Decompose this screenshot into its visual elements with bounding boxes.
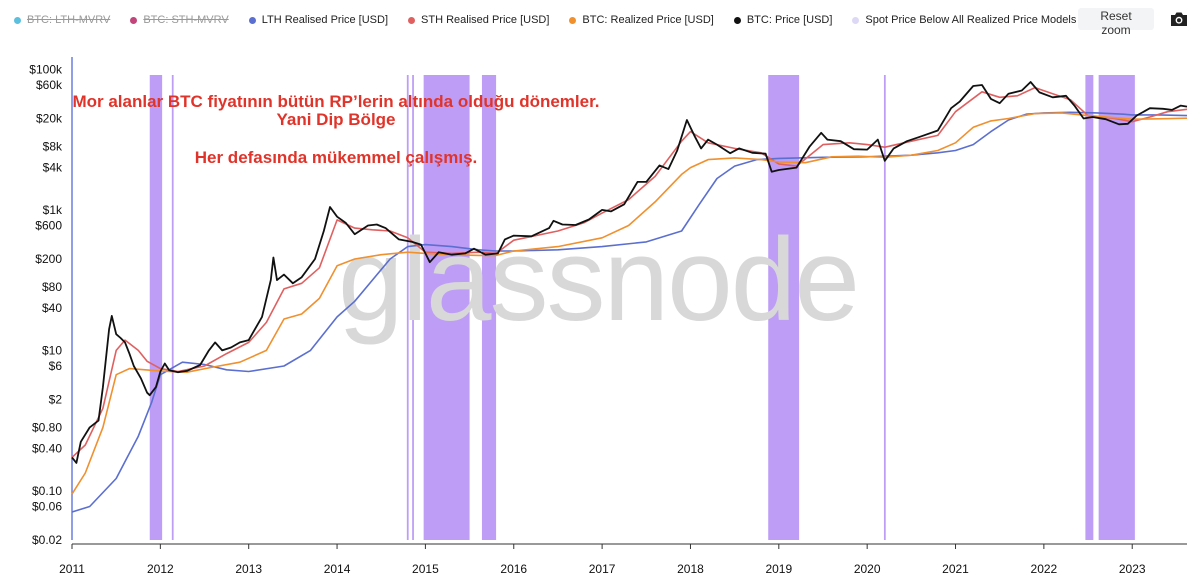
- camera-icon[interactable]: [1170, 11, 1188, 27]
- y-tick-label-17: $0.02: [32, 533, 62, 547]
- legend-dot-lth-mvrv: [14, 16, 21, 24]
- legend-label-sth-realised-price: STH Realised Price [USD]: [421, 14, 550, 26]
- legend-item-btc-price[interactable]: BTC: Price [USD]: [733, 14, 833, 26]
- legend-item-sth-mvrv[interactable]: BTC: STH-MVRV: [130, 14, 229, 26]
- y-tick-label-12: $2: [49, 392, 63, 406]
- legend-label-spot-below-rp: Spot Price Below All Realized Price Mode…: [865, 14, 1109, 26]
- x-tick-label-7: 2018: [677, 562, 704, 576]
- legend-item-lth-mvrv[interactable]: BTC: LTH-MVRV: [14, 14, 110, 26]
- shaded-period-4: [423, 75, 470, 540]
- y-tick-label-9: $40: [42, 301, 62, 315]
- shaded-period-5: [481, 75, 497, 540]
- shaded-period-9: [1098, 75, 1135, 540]
- legend-label-btc-price: BTC: Price [USD]: [746, 14, 833, 26]
- y-tick-label-4: $4k: [43, 161, 63, 175]
- legend-label-sth-mvrv: BTC: STH-MVRV: [143, 14, 229, 26]
- legend-dot-btc-price: [733, 16, 741, 24]
- legend-label-realized-price: BTC: Realized Price [USD]: [582, 14, 714, 26]
- x-tick-label-1: 2012: [147, 562, 174, 576]
- y-tick-label-5: $1k: [43, 203, 63, 217]
- y-tick-label-11: $6: [49, 359, 63, 373]
- reset-zoom-button[interactable]: Reset zoom: [1078, 8, 1154, 37]
- x-tick-label-10: 2021: [942, 562, 969, 576]
- annotation-line-2: Yani Dip Bölge: [276, 110, 395, 129]
- x-tick-label-4: 2015: [412, 562, 439, 576]
- x-tick-label-3: 2014: [324, 562, 351, 576]
- annotation-line-1: Mor alanlar BTC fiyatının bütün RP’lerin…: [72, 92, 599, 111]
- watermark-text: glassnode: [338, 214, 858, 346]
- x-tick-label-0: 2011: [59, 562, 85, 576]
- y-axis: $100k $60k $20k $8k $4k $1k$600 $200 $80 $40 $10 $…: [29, 57, 73, 547]
- y-tick-label-13: $0.80: [32, 420, 62, 434]
- x-tick-label-9: 2020: [854, 562, 881, 576]
- annotation-line-3: Her defasında mükemmel çalışmış.: [195, 148, 478, 167]
- legend-dot-sth-mvrv: [130, 16, 138, 24]
- shaded-period-7: [883, 75, 886, 540]
- legend-dot-lth-realised-price: [248, 16, 256, 24]
- shaded-period-2: [406, 75, 409, 540]
- y-tick-label-10: $10: [42, 343, 62, 357]
- legend-item-sth-realised-price[interactable]: STH Realised Price [USD]: [408, 14, 549, 26]
- y-tick-label-6: $600: [35, 218, 62, 232]
- x-tick-label-5: 2016: [500, 562, 527, 576]
- y-tick-label-8: $80: [42, 280, 62, 294]
- legend-item-lth-realised-price[interactable]: LTH Realised Price [USD]: [248, 14, 389, 26]
- shaded-period-0: [149, 75, 163, 540]
- y-tick-label-14: $0.40: [32, 442, 62, 456]
- legend-dot-spot-below-rp: [852, 16, 860, 24]
- shaded-period-6: [768, 75, 800, 540]
- x-axis: 2011 2012 2013 2014 2015 2016 2017 2018 2019 2020…: [59, 543, 1187, 576]
- y-tick-label-2: $20k: [36, 111, 63, 125]
- legend-dot-realized-price: [569, 16, 577, 24]
- series-line-btc-realized-price-usd: [71, 112, 1188, 495]
- legend-item-spot-below-rp[interactable]: Spot Price Below All Realized Price Mode…: [852, 14, 1109, 26]
- y-tick-label-3: $8k: [43, 139, 63, 153]
- x-tick-label-2: 2013: [235, 562, 262, 576]
- shaded-period-1: [171, 75, 174, 540]
- y-tick-label-0: $100k: [29, 62, 63, 76]
- x-tick-label-11: 2022: [1031, 562, 1058, 576]
- chart-legend: BTC: LTH-MVRV BTC: STH-MVRV LTH Realised…: [14, 9, 1129, 31]
- x-tick-label-6: 2017: [589, 562, 616, 576]
- x-tick-label-8: 2019: [765, 562, 792, 576]
- y-tick-label-1: $60k: [36, 78, 63, 92]
- x-tick-label-12: 2023: [1119, 562, 1146, 576]
- legend-label-lth-mvrv: BTC: LTH-MVRV: [27, 14, 111, 26]
- y-tick-label-7: $200: [35, 252, 62, 266]
- y-tick-label-16: $0.06: [32, 499, 62, 513]
- y-tick-label-15: $0.10: [32, 484, 62, 498]
- shaded-periods-layer: [149, 75, 1135, 540]
- shaded-period-3: [412, 75, 414, 540]
- legend-dot-sth-realised-price: [408, 16, 416, 24]
- series-line-btc-price-usd: [71, 81, 1188, 464]
- shaded-period-8: [1085, 75, 1094, 540]
- series-lines-layer: [71, 81, 1188, 513]
- legend-label-lth-realised-price: LTH Realised Price [USD]: [261, 14, 389, 26]
- legend-item-realized-price[interactable]: BTC: Realized Price [USD]: [569, 14, 714, 26]
- series-line-sth-realised-price-usd: [71, 86, 1188, 458]
